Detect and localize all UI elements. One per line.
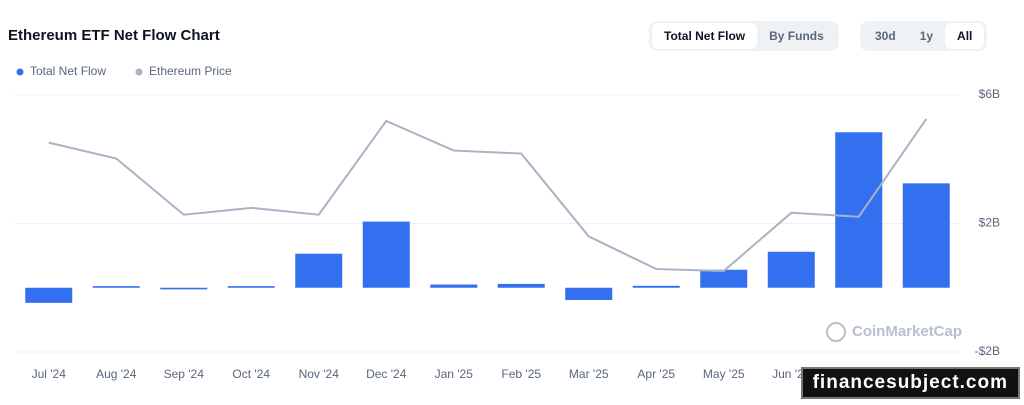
tab[interactable]: 1y [919,29,934,43]
bar [160,287,208,290]
x-tick-label: Aug '24 [96,367,137,381]
tab[interactable]: All [945,23,985,49]
x-tick-label: Jul '24 [32,367,67,381]
range-tabs: 30d 1y All [860,21,988,51]
watermark: CoinMarketCap [852,323,962,340]
bar [362,221,410,288]
tab[interactable]: Total Net Flow [652,23,758,49]
tab[interactable]: By Funds [769,29,824,43]
x-tick-label: Oct '24 [232,367,270,381]
x-tick-label: Apr '25 [637,367,675,381]
watermark-logo [826,322,846,342]
bar [565,287,613,300]
bar [902,183,950,288]
tab[interactable]: 30d [875,29,896,43]
bar [835,132,883,288]
x-tick-label: Jan '25 [435,367,474,381]
x-tick-label: Nov '24 [299,367,340,381]
bar [632,285,680,288]
bar [295,253,343,288]
view-tabs: Total Net Flow By Funds [649,21,839,51]
bar [92,286,140,288]
bar [227,286,275,288]
y-tick-label: -$2B [975,344,1000,358]
chart-title: Ethereum ETF Net Flow Chart [8,27,220,44]
bar [497,283,545,288]
x-tick-label: Sep '24 [164,367,205,381]
bar [25,287,73,303]
x-tick-label: Mar '25 [569,367,609,381]
legend-label: Ethereum Price [149,64,232,78]
price-line [48,118,928,273]
legend-marker [16,68,24,76]
bar [430,284,478,288]
bar [767,251,815,288]
legend-label: Total Net Flow [30,64,106,78]
watermark-overlay: financesubject.com [800,367,1020,399]
y-tick-label: $6B [979,87,1000,101]
bar [700,269,748,288]
legend-marker [135,68,143,76]
x-tick-label: Dec '24 [366,367,407,381]
x-tick-label: May '25 [703,367,745,381]
y-tick-label: $2B [979,216,1000,230]
x-tick-label: Feb '25 [501,367,541,381]
